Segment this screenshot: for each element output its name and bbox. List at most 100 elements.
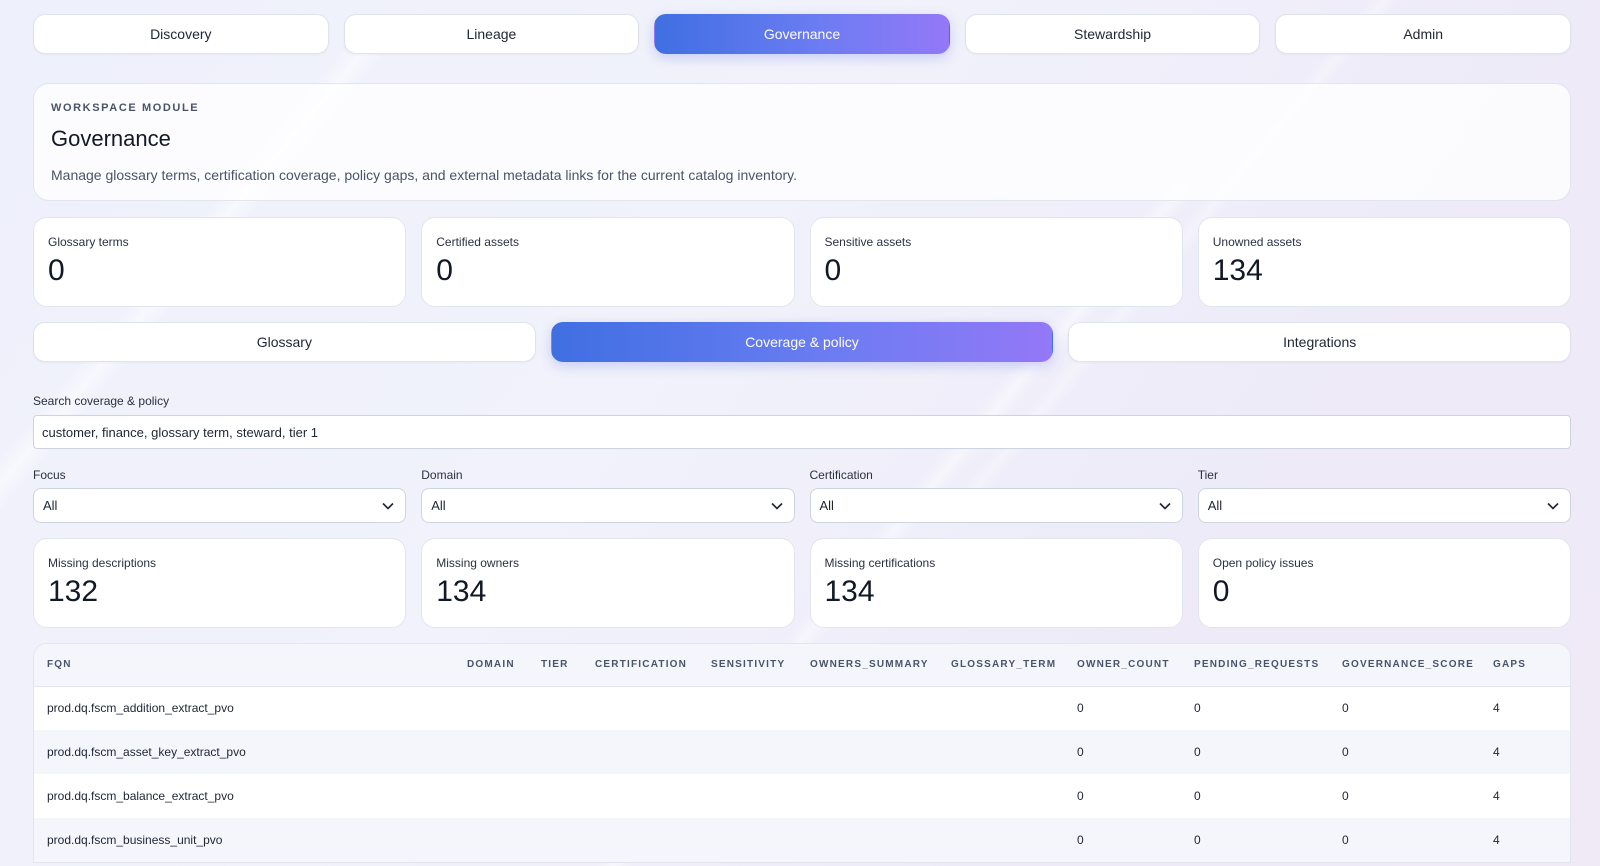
cell-owners-summary bbox=[804, 818, 945, 862]
cell-gaps: 4 bbox=[1487, 818, 1570, 862]
select-value: All bbox=[43, 498, 58, 513]
cell-owners-summary bbox=[804, 774, 945, 818]
column-header-owners-summary[interactable]: OWNERS_SUMMARY bbox=[804, 644, 945, 687]
cell-owners-summary bbox=[804, 686, 945, 730]
column-header-certification[interactable]: CERTIFICATION bbox=[589, 644, 705, 687]
stat-label: Missing certifications bbox=[824, 556, 936, 570]
tab-lineage[interactable]: Lineage bbox=[343, 14, 640, 54]
stat-value: 134 bbox=[824, 575, 875, 608]
stat-label: Certified assets bbox=[436, 235, 519, 249]
cell-governance-score: 0 bbox=[1342, 701, 1349, 716]
cell-tier bbox=[535, 730, 589, 774]
cell-sensitivity bbox=[705, 686, 804, 730]
cell-gaps: 4 bbox=[1487, 730, 1570, 774]
select-value: All bbox=[819, 498, 834, 513]
cell-pending-requests: 0 bbox=[1194, 789, 1201, 803]
tab-stewardship[interactable]: Stewardship bbox=[964, 14, 1261, 54]
tab-discovery[interactable]: Discovery bbox=[33, 14, 329, 54]
cell-glossary-term bbox=[945, 730, 1071, 774]
cell-fqn: prod.dq.fscm_addition_extract_pvo bbox=[47, 701, 234, 716]
cell-owner-count: 0 bbox=[1077, 789, 1084, 803]
stat-card-missing-descriptions: Missing descriptions 132 bbox=[33, 538, 407, 628]
table-header-row: FQN DOMAIN TIER CERTIFICATION SENSITIVIT… bbox=[34, 644, 1570, 687]
subtab-coverage-policy[interactable]: Coverage & policy bbox=[550, 322, 1054, 362]
cell-domain bbox=[461, 818, 535, 862]
chevron-down-icon bbox=[1158, 499, 1172, 513]
cell-domain bbox=[461, 730, 535, 774]
cell-fqn: prod.dq.fscm_asset_key_extract_pvo bbox=[34, 730, 461, 774]
module-eyebrow: WORKSPACE MODULE bbox=[51, 102, 200, 114]
cell-fqn: prod.dq.fscm_balance_extract_pvo bbox=[47, 789, 234, 803]
cell-glossary-term bbox=[945, 818, 1071, 862]
tab-admin[interactable]: Admin bbox=[1275, 14, 1571, 54]
tab-governance[interactable]: Governance bbox=[654, 14, 950, 54]
cell-domain bbox=[461, 774, 535, 818]
column-header-governance-score[interactable]: GOVERNANCE_SCORE bbox=[1336, 644, 1487, 687]
stat-card-unowned-assets: Unowned assets 134 bbox=[1197, 217, 1571, 307]
stat-value: 0 bbox=[436, 254, 453, 287]
column-header-domain[interactable]: DOMAIN bbox=[461, 644, 535, 687]
cell-pending-requests: 0 bbox=[1194, 701, 1201, 716]
select-value: All bbox=[431, 498, 446, 513]
summary-stats: Glossary terms 0 Certified assets 0 Sens… bbox=[33, 217, 1571, 307]
stat-value: 0 bbox=[48, 254, 65, 287]
page-title: Governance bbox=[51, 126, 171, 151]
cell-tier bbox=[535, 818, 589, 862]
stat-label: Missing descriptions bbox=[48, 556, 157, 570]
cell-glossary-term bbox=[945, 774, 1071, 818]
cell-pending-requests: 0 bbox=[1188, 818, 1336, 862]
governance-subtabs: Glossary Coverage & policy Integrations bbox=[33, 322, 1572, 362]
stat-value: 0 bbox=[1212, 575, 1230, 608]
domain-select[interactable]: All bbox=[421, 488, 795, 523]
chevron-down-icon bbox=[770, 499, 784, 513]
column-header-fqn[interactable]: FQN bbox=[34, 644, 461, 687]
tier-select[interactable]: All bbox=[1197, 488, 1571, 523]
cell-gaps: 4 bbox=[1493, 789, 1500, 803]
column-header-glossary-term[interactable]: GLOSSARY_TERM bbox=[945, 644, 1071, 687]
stat-label: Open policy issues bbox=[1212, 556, 1314, 570]
cell-domain bbox=[461, 686, 535, 730]
stat-card-missing-certifications: Missing certifications 134 bbox=[809, 538, 1183, 628]
focus-filter: Focus All bbox=[33, 468, 407, 523]
column-header-tier[interactable]: TIER bbox=[535, 644, 589, 687]
column-header-pending-requests[interactable]: PENDING_REQUESTS bbox=[1188, 644, 1336, 687]
cell-tier bbox=[535, 774, 589, 818]
search-label: Search coverage & policy bbox=[33, 394, 170, 408]
certification-filter: Certification All bbox=[809, 468, 1183, 523]
cell-gaps: 4 bbox=[1493, 701, 1500, 716]
stat-card-sensitive-assets: Sensitive assets 0 bbox=[809, 217, 1183, 307]
table-row[interactable]: prod.dq.fscm_balance_extract_pvo 0 0 0 4 bbox=[34, 774, 1570, 818]
select-value: All bbox=[1207, 498, 1223, 513]
filter-label: Certification bbox=[809, 468, 873, 482]
table-row[interactable]: prod.dq.fscm_addition_extract_pvo 0 0 0 … bbox=[34, 686, 1570, 730]
search-input[interactable]: customer, finance, glossary term, stewar… bbox=[33, 415, 1571, 449]
cell-owner-count: 0 bbox=[1071, 730, 1188, 774]
column-header-gaps[interactable]: GAPS bbox=[1487, 644, 1570, 687]
certification-select[interactable]: All bbox=[809, 488, 1183, 523]
focus-select[interactable]: All bbox=[33, 488, 407, 523]
cell-owner-count: 0 bbox=[1077, 701, 1084, 716]
cell-fqn: prod.dq.fscm_business_unit_pvo bbox=[34, 818, 461, 862]
cell-governance-score: 0 bbox=[1336, 818, 1487, 862]
domain-filter: Domain All bbox=[421, 468, 795, 523]
filter-label: Focus bbox=[33, 468, 66, 482]
column-header-owner-count[interactable]: OWNER_COUNT bbox=[1071, 644, 1188, 687]
cell-certification bbox=[589, 818, 705, 862]
stat-card-missing-owners: Missing owners 134 bbox=[421, 538, 795, 628]
table-row[interactable]: prod.dq.fscm_asset_key_extract_pvo 0 0 0… bbox=[34, 730, 1570, 774]
column-header-sensitivity[interactable]: SENSITIVITY bbox=[705, 644, 804, 687]
stat-label: Glossary terms bbox=[48, 235, 129, 249]
chevron-down-icon bbox=[381, 499, 395, 513]
stat-card-glossary-terms: Glossary terms 0 bbox=[33, 217, 407, 307]
stat-card-certified-assets: Certified assets 0 bbox=[421, 217, 795, 307]
page-description: Manage glossary terms, certification cov… bbox=[51, 167, 798, 183]
cell-governance-score: 0 bbox=[1342, 789, 1349, 803]
subtab-glossary[interactable]: Glossary bbox=[33, 322, 536, 362]
module-nav: Discovery Lineage Governance Stewardship… bbox=[33, 14, 1571, 54]
subtab-integrations[interactable]: Integrations bbox=[1068, 322, 1572, 362]
filter-row: Focus All Domain All Certification All T… bbox=[33, 468, 1571, 523]
stat-label: Unowned assets bbox=[1212, 235, 1302, 249]
table-row[interactable]: prod.dq.fscm_business_unit_pvo 0 0 0 4 bbox=[34, 818, 1570, 862]
cell-governance-score: 0 bbox=[1336, 730, 1487, 774]
cell-owners-summary bbox=[804, 730, 945, 774]
